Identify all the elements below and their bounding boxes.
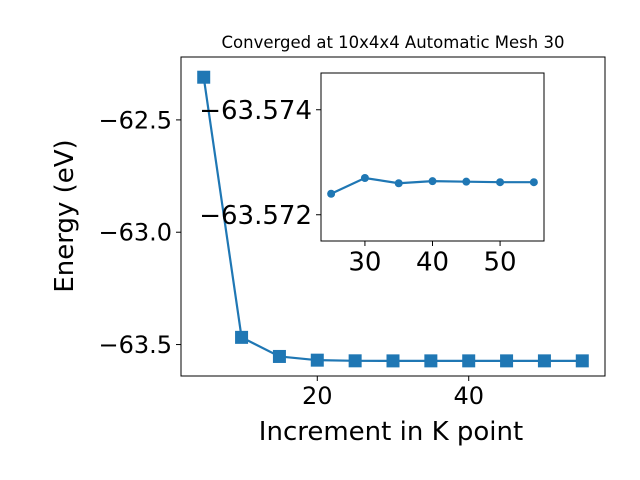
main-x-tick-label: 40 — [453, 382, 484, 410]
main-point — [235, 330, 249, 344]
x-axis-label: Increment in K point — [259, 417, 523, 447]
main-point — [424, 354, 438, 368]
main-plot-frame — [180, 56, 606, 377]
main-series-marks — [197, 70, 589, 368]
main-point — [462, 354, 476, 368]
main-point — [197, 70, 211, 84]
inset-x-tick-label: 50 — [484, 248, 517, 278]
inset-point — [327, 189, 336, 198]
inset-point — [462, 177, 471, 186]
chart-title: Converged at 10x4x4 Automatic Mesh 30 — [222, 33, 565, 52]
inset-point — [360, 174, 369, 182]
y-axis-label: Energy (eV) — [50, 139, 80, 292]
inset-x-tick-label: 40 — [416, 248, 449, 278]
main-plot: 20 40 −62.5 −63.0 −63.5 — [98, 56, 606, 410]
inset-plot-frame — [320, 72, 545, 242]
main-point — [272, 349, 286, 363]
main-point — [575, 354, 589, 368]
inset-point — [496, 178, 505, 187]
inset-series-marks — [327, 174, 538, 198]
inset-plot: 30 40 50 −63.574 −63.572 — [199, 72, 545, 278]
inset-x-tick-label: 30 — [348, 248, 381, 278]
inset-y-tick-label: −63.572 — [199, 201, 312, 231]
main-point — [348, 354, 362, 368]
main-x-tick-label: 20 — [302, 382, 333, 410]
main-y-tick-label: −63.0 — [98, 219, 172, 247]
main-point — [500, 354, 514, 368]
main-point — [386, 354, 400, 368]
main-point — [537, 354, 551, 368]
main-y-tick-label: −63.5 — [98, 331, 172, 359]
inset-axis-ticks: 30 40 50 −63.574 −63.572 — [199, 96, 516, 278]
inset-point — [428, 177, 437, 186]
inset-y-tick-label: −63.574 — [199, 96, 312, 126]
main-axis-ticks: 20 40 −62.5 −63.0 −63.5 — [98, 106, 484, 409]
main-point — [310, 353, 324, 367]
main-y-tick-label: −62.5 — [98, 106, 172, 134]
inset-point — [394, 179, 403, 188]
inset-point — [529, 178, 538, 187]
